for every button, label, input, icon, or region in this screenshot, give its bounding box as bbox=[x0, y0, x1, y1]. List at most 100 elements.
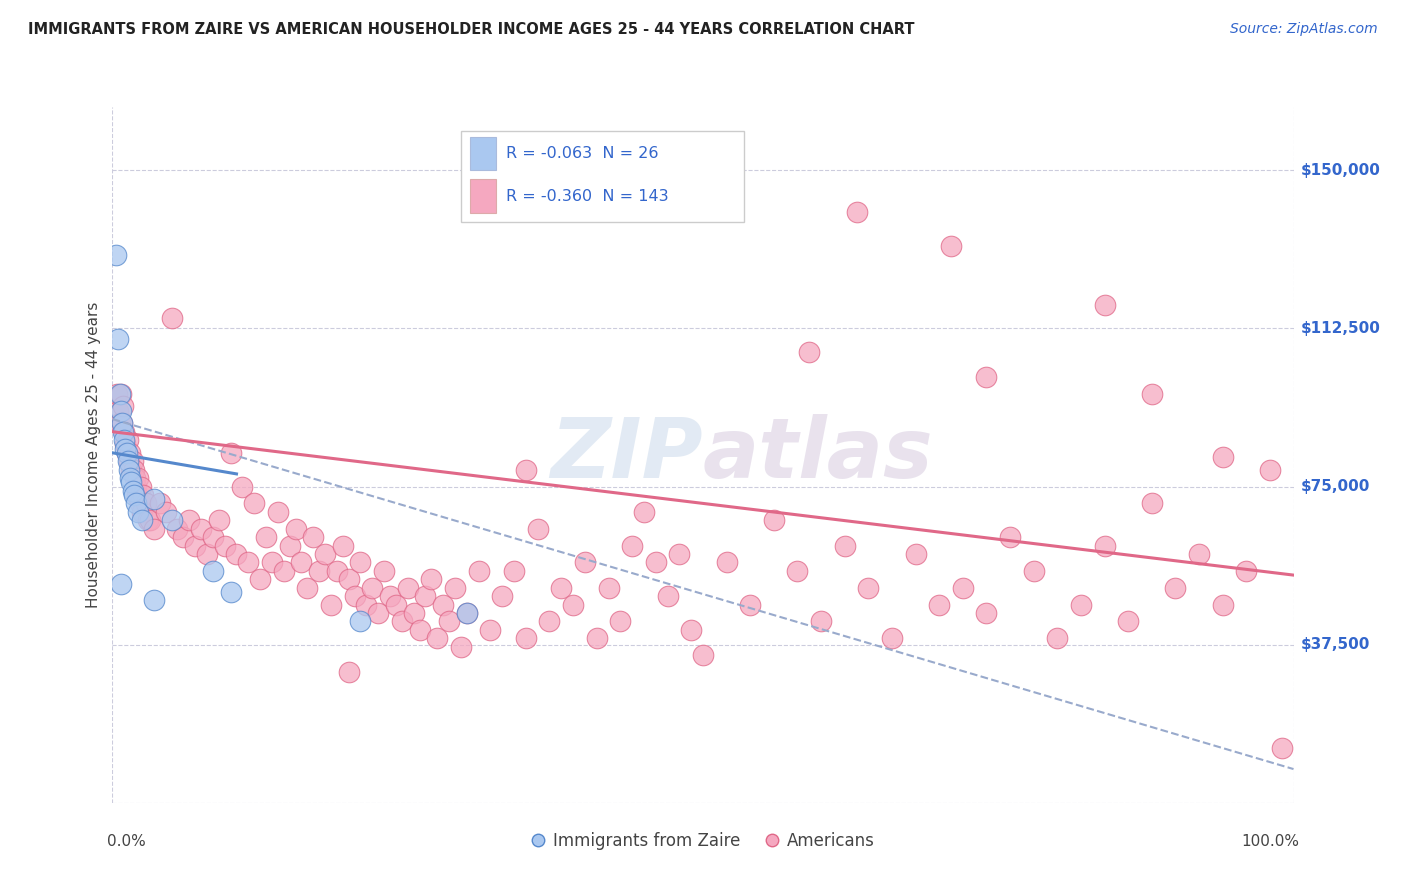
Point bbox=[716, 556, 738, 570]
Point bbox=[385, 598, 408, 612]
Point bbox=[190, 522, 212, 536]
Point bbox=[297, 581, 319, 595]
Point bbox=[160, 310, 183, 325]
Point bbox=[122, 488, 145, 502]
Point bbox=[657, 589, 679, 603]
Point bbox=[939, 239, 962, 253]
Point bbox=[107, 332, 129, 346]
Point bbox=[456, 606, 478, 620]
Point bbox=[1116, 615, 1139, 629]
Point bbox=[111, 417, 134, 431]
Point bbox=[1022, 564, 1045, 578]
Point bbox=[110, 403, 132, 417]
Point bbox=[122, 463, 145, 477]
Point bbox=[491, 589, 513, 603]
Point bbox=[120, 446, 142, 460]
Point bbox=[219, 585, 242, 599]
Point bbox=[284, 522, 307, 536]
Point bbox=[644, 556, 666, 570]
Point bbox=[149, 496, 172, 510]
Point bbox=[633, 505, 655, 519]
Y-axis label: Householder Income Ages 25 - 44 years: Householder Income Ages 25 - 44 years bbox=[86, 301, 101, 608]
Point bbox=[120, 475, 142, 490]
Point bbox=[550, 581, 572, 595]
Point bbox=[762, 513, 785, 527]
Text: IMMIGRANTS FROM ZAIRE VS AMERICAN HOUSEHOLDER INCOME AGES 25 - 44 YEARS CORRELAT: IMMIGRANTS FROM ZAIRE VS AMERICAN HOUSEH… bbox=[28, 22, 915, 37]
Point bbox=[621, 539, 644, 553]
Point bbox=[904, 547, 927, 561]
Point bbox=[952, 581, 974, 595]
Text: ZIP: ZIP bbox=[550, 415, 703, 495]
Point bbox=[526, 522, 548, 536]
Point bbox=[131, 505, 153, 519]
Point bbox=[415, 589, 437, 603]
Point bbox=[127, 505, 149, 519]
Point bbox=[114, 437, 136, 451]
Text: $112,500: $112,500 bbox=[1301, 321, 1381, 336]
Point bbox=[319, 598, 342, 612]
Point bbox=[337, 572, 360, 586]
Point bbox=[117, 433, 139, 447]
Point bbox=[681, 623, 703, 637]
Text: $37,500: $37,500 bbox=[1301, 637, 1369, 652]
Point bbox=[139, 513, 162, 527]
Point bbox=[1164, 581, 1187, 595]
Point bbox=[786, 564, 808, 578]
Point bbox=[574, 556, 596, 570]
Point bbox=[1271, 741, 1294, 756]
Point bbox=[129, 479, 152, 493]
Point bbox=[361, 581, 384, 595]
Point bbox=[503, 564, 526, 578]
Point bbox=[515, 632, 537, 646]
Point bbox=[121, 454, 143, 468]
Point bbox=[243, 496, 266, 510]
Point bbox=[391, 615, 413, 629]
Point bbox=[231, 479, 253, 493]
Point bbox=[112, 400, 135, 414]
Point bbox=[598, 581, 620, 595]
Point bbox=[1212, 598, 1234, 612]
Point bbox=[314, 547, 336, 561]
Point bbox=[201, 530, 224, 544]
Point bbox=[1094, 298, 1116, 312]
Point bbox=[515, 463, 537, 477]
Point bbox=[367, 606, 389, 620]
Point bbox=[810, 615, 832, 629]
Point bbox=[142, 522, 165, 536]
Point bbox=[117, 454, 139, 468]
Point bbox=[105, 247, 128, 261]
Point bbox=[127, 471, 149, 485]
Point bbox=[740, 598, 762, 612]
Point bbox=[858, 581, 880, 595]
Point bbox=[308, 564, 330, 578]
Point bbox=[110, 576, 132, 591]
Point bbox=[302, 530, 325, 544]
Point bbox=[585, 632, 607, 646]
Text: R = -0.360  N = 143: R = -0.360 N = 143 bbox=[506, 188, 668, 203]
Point bbox=[108, 417, 131, 431]
Point bbox=[136, 513, 159, 527]
Point bbox=[1188, 547, 1211, 561]
Point bbox=[225, 547, 247, 561]
Point bbox=[1212, 450, 1234, 464]
Point bbox=[118, 454, 141, 468]
Point bbox=[179, 513, 201, 527]
Point bbox=[976, 606, 998, 620]
Point bbox=[538, 615, 561, 629]
Point bbox=[131, 513, 153, 527]
Point bbox=[184, 539, 207, 553]
Point bbox=[349, 615, 371, 629]
Point bbox=[112, 425, 135, 439]
Point bbox=[402, 606, 425, 620]
Point bbox=[135, 496, 157, 510]
Point bbox=[408, 623, 430, 637]
Point bbox=[326, 564, 349, 578]
Point bbox=[426, 632, 449, 646]
Point bbox=[172, 530, 194, 544]
Point bbox=[432, 598, 454, 612]
Point bbox=[337, 665, 360, 679]
Point bbox=[976, 370, 998, 384]
Point bbox=[456, 606, 478, 620]
Point bbox=[1258, 463, 1281, 477]
Point bbox=[112, 425, 135, 439]
